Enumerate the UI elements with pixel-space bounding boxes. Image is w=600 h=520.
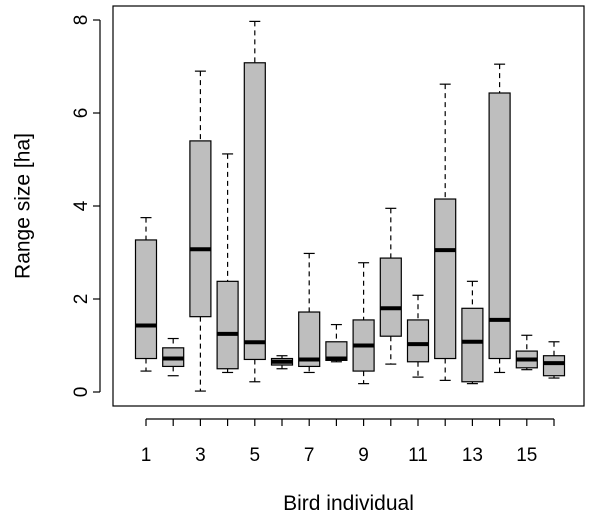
- x-tick-label: 5: [250, 445, 261, 466]
- x-tick-label: 3: [195, 445, 206, 466]
- box: [542, 355, 566, 377]
- box: [406, 319, 430, 363]
- box: [134, 239, 158, 360]
- box: [461, 307, 484, 383]
- y-tick-label: 2: [71, 294, 92, 305]
- y-axis-title: Range size [ha]: [12, 133, 35, 279]
- y-tick-label: 6: [71, 108, 92, 119]
- x-tick-label: 11: [408, 445, 428, 466]
- x-tick-label: 9: [358, 445, 369, 466]
- y-tick-label: 0: [71, 387, 92, 398]
- y-tick-label: 4: [71, 200, 92, 211]
- box: [189, 140, 212, 318]
- x-tick-label: 7: [304, 445, 315, 466]
- x-tick-label: 1: [141, 445, 152, 466]
- x-axis-title: Bird individual: [283, 492, 414, 515]
- box: [243, 62, 266, 361]
- y-tick-label: 8: [71, 15, 92, 26]
- x-tick-label: 13: [462, 445, 483, 466]
- x-tick-label: 15: [516, 445, 537, 466]
- box: [488, 92, 511, 360]
- box: [216, 280, 239, 370]
- box: [434, 198, 457, 360]
- box: [298, 311, 321, 368]
- plot-frame: [112, 5, 585, 407]
- box: [379, 257, 402, 337]
